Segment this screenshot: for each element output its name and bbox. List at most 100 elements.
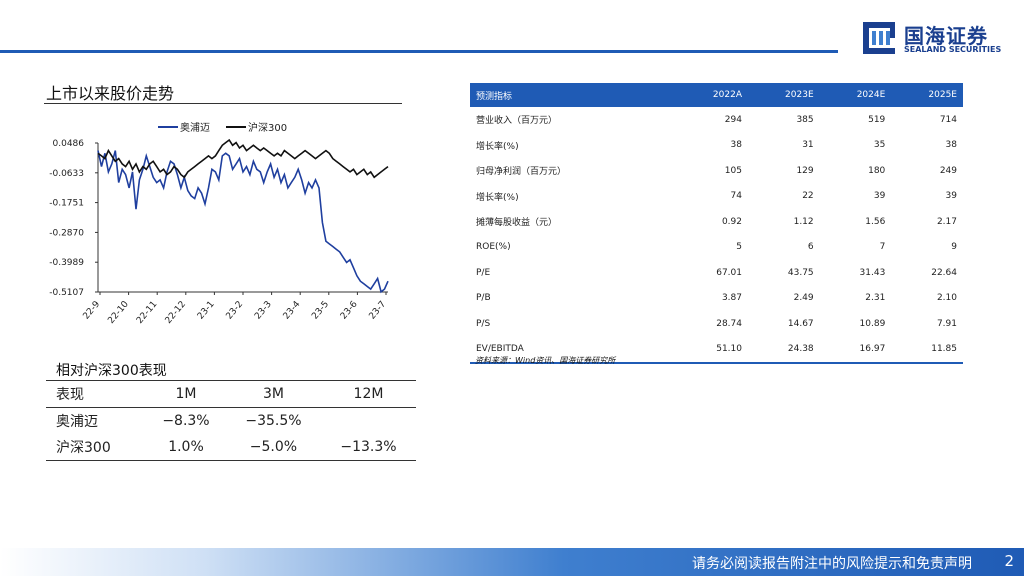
y-tick-label: -0.2870 [49,228,84,238]
forecast-source: 资料来源：Wind资讯、国海证券研究所 [475,356,616,365]
forecast-metric: 归母净利润（百万元） [476,167,567,178]
footer-disclaimer: 请务必阅读报告附注中的风险提示和免责声明 [692,556,972,572]
brand-name-en: SEALAND SECURITIES [904,45,1002,54]
x-tick-label: 23-5 [310,300,331,322]
perf-header: 12M [320,380,416,408]
forecast-value: 9 [951,242,957,253]
forecast-value: 35 [873,140,886,151]
forecast-value: 714 [939,114,957,125]
forecast-value: 74 [730,191,742,202]
forecast-value: 28.74 [716,318,742,329]
series-line-hs300 [97,138,389,179]
forecast-value: 129 [796,165,814,176]
relative-performance-title: 相对沪深300表现 [56,363,167,379]
y-tick-label: -0.1751 [49,199,84,209]
forecast-metric: P/E [476,267,491,278]
forecast-row: P/S 28.74 14.67 10.89 7.91 [470,311,963,337]
forecast-row: 营业收入（百万元） 294 385 519 714 [470,107,963,133]
forecast-value: 38 [730,140,742,151]
legend-label: 奥浦迈 [180,121,210,134]
perf-cell [321,408,416,435]
x-tick-label: 23-1 [196,300,217,322]
brand-name-cn: 国海证券 [904,24,988,48]
forecast-value: 31.43 [859,267,886,278]
forecast-table: 预测指标 2022A 2023E 2024E 2025E 营业收入（百万元） 29… [470,83,963,364]
forecast-value: 0.92 [721,216,742,227]
y-tick-label: -0.5107 [49,288,84,298]
forecast-value: 519 [868,114,886,125]
x-tick-label: 22-12 [164,300,188,326]
forecast-metric: P/S [476,318,491,329]
forecast-value: 10.89 [859,318,886,329]
perf-header: 1M [146,380,226,408]
forecast-value: 2.49 [793,293,814,304]
perf-cell: −13.3% [320,434,416,461]
perf-header: 表现 [46,380,146,408]
forecast-row: 归母净利润（百万元） 105 129 180 249 [470,158,963,184]
forecast-value: 39 [873,191,886,202]
y-tick-label: -0.0633 [49,169,84,179]
forecast-header: 2024E [819,83,892,107]
price-trend-chart: 0.0486 -0.0633 -0.1751 -0.2870 -0.3989 -0.510… [49,121,389,326]
forecast-value: 2.17 [936,216,957,227]
x-tick-label: 23-7 [368,300,389,322]
perf-cell: −8.3% [162,413,210,429]
forecast-header: 预测指标 [470,83,676,107]
forecast-value: 180 [868,165,886,176]
title-rule [44,103,402,104]
forecast-value: 385 [796,114,814,125]
forecast-header-row: 预测指标 2022A 2023E 2024E 2025E [470,83,963,107]
forecast-value: 31 [802,140,814,151]
forecast-value: 105 [724,165,742,176]
forecast-value: 14.67 [787,318,814,329]
x-tick-label: 23-6 [339,299,360,321]
header-rule [0,50,838,53]
forecast-value: 2.31 [865,293,886,304]
x-tick-label: 23-3 [253,300,274,322]
footer-bar: 请务必阅读报告附注中的风险提示和免责声明 2 [0,548,1024,576]
x-tick-label: 22-9 [82,299,103,321]
forecast-value: 294 [724,114,742,125]
forecast-value: 16.97 [819,336,892,364]
forecast-value: 67.01 [716,267,742,278]
forecast-row: EV/EBITDA 51.10 24.38 16.97 11.85 [470,336,963,364]
forecast-value: 22 [802,191,814,202]
x-tick-label: 23-2 [225,300,246,322]
forecast-metric: P/B [476,293,491,304]
forecast-row: 摊薄每股收益（元） 0.92 1.12 1.56 2.17 [470,209,963,235]
forecast-value: 3.87 [721,293,742,304]
legend-label: 沪深300 [248,121,287,134]
forecast-value: 24.38 [747,336,820,364]
forecast-value: 249 [939,165,957,176]
sealand-logo-icon [863,22,895,54]
forecast-value: 2.10 [936,293,957,304]
x-tick-label: 22-11 [135,300,159,326]
forecast-value: 7.91 [936,318,957,329]
x-tick-label: 22-10 [106,299,131,326]
forecast-header: 2025E [891,83,963,107]
y-tick-label: 0.0486 [53,139,85,149]
forecast-value: 1.12 [793,216,814,227]
perf-cell: −35.5% [245,413,302,429]
forecast-value: 39 [945,191,957,202]
perf-cell: 1.0% [146,434,226,461]
perf-cell: −5.0% [225,434,321,461]
forecast-value: 5 [736,242,742,253]
forecast-row: 增长率(%) 74 22 39 39 [470,184,963,210]
forecast-metric: 增长率(%) [476,141,519,152]
forecast-metric: EV/EBITDA [470,336,676,364]
forecast-value: 1.56 [865,216,886,227]
forecast-metric: 摊薄每股收益（元） [476,218,558,229]
series-line-aopumai [97,150,389,294]
forecast-value: 11.85 [891,336,963,364]
x-tick-label: 23-4 [282,299,303,321]
forecast-row: P/B 3.87 2.49 2.31 2.10 [470,286,963,312]
perf-header: 3M [225,380,321,408]
forecast-row: 增长率(%) 38 31 35 38 [470,133,963,159]
forecast-value: 38 [945,140,957,151]
forecast-value: 22.64 [931,267,957,278]
forecast-value: 51.10 [675,336,748,364]
forecast-row: ROE(%) 5 6 7 9 [470,235,963,261]
y-tick-label: -0.3989 [49,258,84,268]
relative-performance-table: 表现 1M 3M 12M 奥浦迈 −8.3% −35.5% 沪深300 1.0%… [46,380,416,461]
